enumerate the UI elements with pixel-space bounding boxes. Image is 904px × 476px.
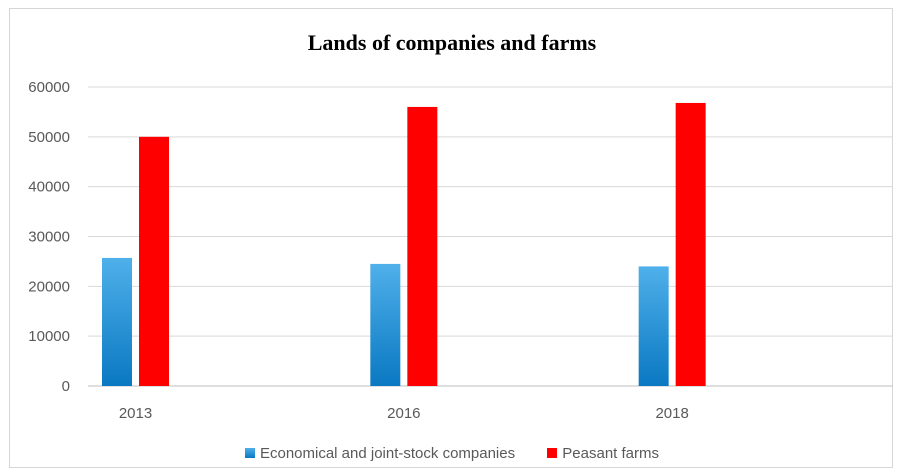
bar-companies <box>102 257 132 386</box>
x-category-label: 2016 <box>387 405 420 422</box>
x-category-label: 2013 <box>119 405 152 422</box>
bar-companies <box>638 266 669 386</box>
y-tick-label: 50000 <box>28 129 70 146</box>
legend-swatch-companies <box>244 448 255 458</box>
bar-peasant-farms <box>407 106 438 386</box>
legend-label-companies: Economical and joint-stock companies <box>259 445 516 462</box>
y-tick-label: 30000 <box>28 229 70 246</box>
bar-companies <box>370 263 401 386</box>
legend-label-peasant-farms: Peasant farms <box>562 445 659 462</box>
y-tick-label: 40000 <box>28 179 70 196</box>
legend-swatch-peasant-farms <box>547 448 558 458</box>
y-tick-label: 10000 <box>28 328 70 345</box>
bar-peasant-farms <box>675 102 706 387</box>
y-tick-label: 60000 <box>28 79 70 96</box>
legend-item-companies: Economical and joint-stock companies <box>244 444 516 464</box>
bar-peasant-farms <box>139 136 169 386</box>
y-tick-label: 20000 <box>28 278 70 295</box>
y-tick-label: 0 <box>62 378 70 395</box>
legend-item-peasant-farms: Peasant farms <box>547 444 659 464</box>
x-category-label: 2018 <box>655 405 688 422</box>
legend: Economical and joint-stock companies Pea… <box>0 444 904 464</box>
chart-title: Lands of companies and farms <box>307 30 597 55</box>
